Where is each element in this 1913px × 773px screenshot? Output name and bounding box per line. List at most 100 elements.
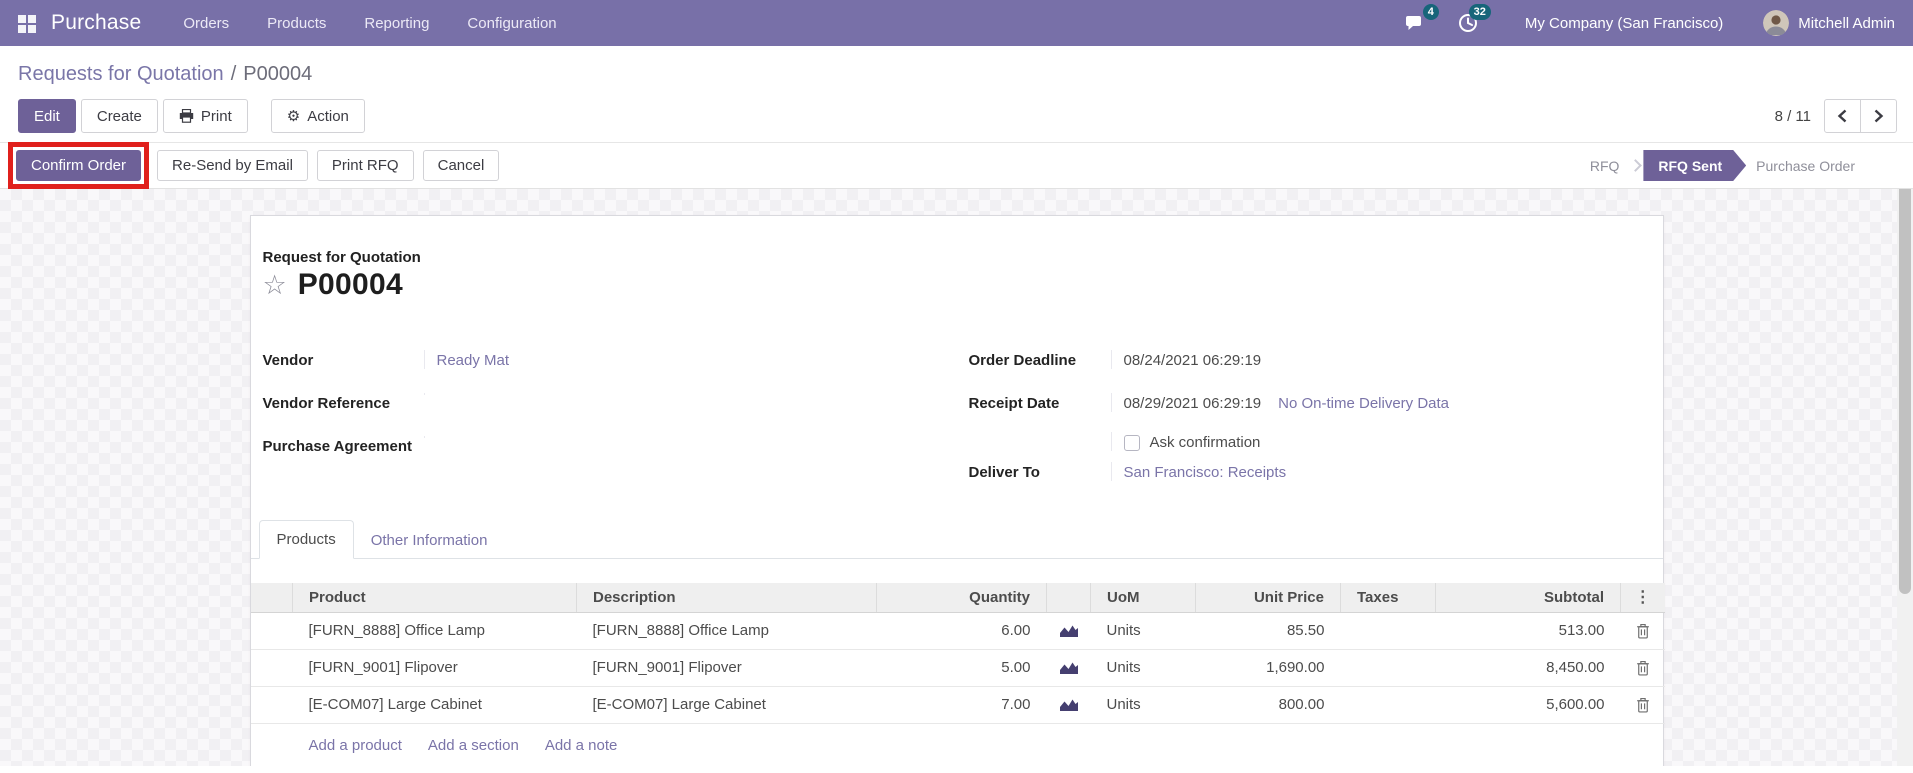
optional-columns-icon[interactable]: ⋮ xyxy=(1634,589,1651,607)
messages-button[interactable]: 4 xyxy=(1403,4,1439,36)
vendor-field: Vendor Ready Mat xyxy=(263,350,945,393)
list-footer-links: Add a product Add a section Add a note xyxy=(251,724,1663,754)
company-switcher[interactable]: My Company (San Francisco) xyxy=(1524,14,1724,32)
receipt-date-label: Receipt Date xyxy=(968,395,1060,412)
forecast-chart-icon[interactable] xyxy=(1059,624,1079,638)
tab-other-information[interactable]: Other Information xyxy=(370,532,488,549)
print-button[interactable]: Print xyxy=(162,99,248,133)
status-rfq[interactable]: RFQ xyxy=(1589,157,1620,174)
breadcrumb-parent[interactable]: Requests for Quotation xyxy=(18,63,224,85)
add-section-link[interactable]: Add a section xyxy=(427,736,519,754)
table-row[interactable]: [E-COM07] Large Cabinet [E-COM07] Large … xyxy=(250,686,1665,724)
forecast-chart-icon[interactable] xyxy=(1059,698,1079,712)
on-time-delivery-link[interactable]: No On-time Delivery Data xyxy=(1278,395,1450,412)
description-cell: [FURN_8888] Office Lamp xyxy=(576,612,877,650)
ask-confirmation-field: Ask confirmation xyxy=(969,432,1651,462)
chevron-separator-icon xyxy=(1629,159,1643,172)
unit-price-column-header: Unit Price xyxy=(1195,583,1341,613)
product-cell: [FURN_8888] Office Lamp xyxy=(292,612,577,650)
vendor-reference-value xyxy=(423,393,945,395)
form-statusbar-row: Confirm Order Re-Send by Email Print RFQ… xyxy=(0,142,1913,189)
chat-bubble-icon xyxy=(1406,15,1422,30)
order-deadline-field: Order Deadline 08/24/2021 06:29:19 xyxy=(969,350,1651,393)
scrollbar-thumb[interactable] xyxy=(1899,189,1911,594)
delete-row-icon[interactable] xyxy=(1636,660,1650,676)
navbar-systray: 4 32 My Company (San Francisco) Mitchell… xyxy=(1377,4,1895,36)
add-note-link[interactable]: Add a note xyxy=(544,736,618,754)
receipt-date-field: Receipt Date 08/29/2021 06:29:19 No On-t… xyxy=(969,393,1651,432)
main-menu: Orders Products Reporting Configuration xyxy=(183,15,556,32)
vertical-scrollbar[interactable] xyxy=(1897,189,1913,766)
vendor-label: Vendor xyxy=(262,352,314,369)
deliver-to-label: Deliver To xyxy=(968,464,1040,481)
purchase-agreement-label: Purchase Agreement xyxy=(262,438,413,455)
ask-confirmation-label: Ask confirmation xyxy=(1149,434,1261,451)
uom-column-header: UoM xyxy=(1090,583,1196,613)
action-button[interactable]: ⚙ Action xyxy=(270,99,365,133)
deliver-to-field: Deliver To San Francisco: Receipts xyxy=(969,462,1651,492)
title-block: Request for Quotation ☆ P00004 xyxy=(251,216,1663,302)
chevron-right-icon xyxy=(1874,109,1884,123)
purchase-agreement-value xyxy=(423,436,945,438)
menu-products[interactable]: Products xyxy=(267,14,327,32)
tab-products[interactable]: Products xyxy=(258,520,354,559)
user-menu[interactable]: Mitchell Admin xyxy=(1798,14,1895,32)
cancel-button[interactable]: Cancel xyxy=(422,150,500,181)
app-name[interactable]: Purchase xyxy=(51,11,142,34)
order-lines-table: Product Description Quantity UoM Unit Pr… xyxy=(250,583,1665,724)
menu-configuration[interactable]: Configuration xyxy=(467,14,557,32)
table-row[interactable]: [FURN_8888] Office Lamp [FURN_8888] Offi… xyxy=(250,612,1665,650)
delete-row-icon[interactable] xyxy=(1636,623,1650,639)
handle-column-header xyxy=(250,583,293,613)
confirm-order-button[interactable]: Confirm Order xyxy=(16,150,142,181)
pager-previous-button[interactable] xyxy=(1824,99,1861,133)
print-rfq-button[interactable]: Print RFQ xyxy=(316,150,414,181)
highlight-box: Confirm Order xyxy=(8,142,150,189)
create-button[interactable]: Create xyxy=(80,99,158,133)
chevron-left-icon xyxy=(1837,109,1847,123)
vendor-value[interactable]: Ready Mat xyxy=(436,352,510,369)
deliver-to-value[interactable]: San Francisco: Receipts xyxy=(1123,464,1287,481)
vendor-reference-field: Vendor Reference xyxy=(263,393,945,436)
edit-button[interactable]: Edit xyxy=(18,99,76,133)
favorite-star-icon[interactable]: ☆ xyxy=(262,269,287,300)
taxes-cell xyxy=(1340,612,1436,650)
pager xyxy=(1824,99,1897,133)
control-panel-buttons: Edit Create Print ⚙ Action 8 / 11 xyxy=(0,90,1913,142)
printer-icon xyxy=(179,109,194,123)
table-row[interactable]: [FURN_9001] Flipover [FURN_9001] Flipove… xyxy=(250,649,1665,687)
menu-reporting[interactable]: Reporting xyxy=(364,14,430,32)
description-cell: [E-COM07] Large Cabinet xyxy=(576,686,877,724)
pager-next-button[interactable] xyxy=(1860,99,1897,133)
uom-cell: Units xyxy=(1090,686,1196,724)
delete-row-icon[interactable] xyxy=(1636,697,1650,713)
left-field-group: Vendor Ready Mat Vendor Reference Purcha… xyxy=(251,350,957,492)
product-column-header: Product xyxy=(292,583,577,613)
add-product-link[interactable]: Add a product xyxy=(308,736,402,754)
resend-email-button[interactable]: Re-Send by Email xyxy=(157,150,308,181)
quantity-cell: 5.00 xyxy=(876,649,1047,687)
quantity-column-header: Quantity xyxy=(876,583,1047,613)
apps-menu-icon[interactable] xyxy=(18,14,36,33)
menu-orders[interactable]: Orders xyxy=(183,14,230,32)
unit-price-cell: 85.50 xyxy=(1195,612,1341,650)
subtotal-cell: 8,450.00 xyxy=(1435,649,1621,687)
avatar[interactable] xyxy=(1763,10,1790,36)
ask-confirmation-checkbox[interactable] xyxy=(1123,434,1140,451)
print-button-label: Print xyxy=(200,107,232,125)
quantity-cell: 7.00 xyxy=(876,686,1047,724)
user-photo xyxy=(1763,10,1790,36)
activities-button[interactable]: 32 xyxy=(1455,4,1491,36)
subtotal-column-header: Subtotal xyxy=(1435,583,1621,613)
row-handle xyxy=(250,612,293,650)
status-rfq-sent[interactable]: RFQ Sent xyxy=(1643,150,1746,181)
status-purchase-order[interactable]: Purchase Order xyxy=(1756,157,1855,174)
form-view-container: Request for Quotation ☆ P00004 Vendor Re… xyxy=(0,189,1913,766)
breadcrumb: Requests for Quotation / P00004 xyxy=(0,46,1913,90)
row-handle xyxy=(250,686,293,724)
breadcrumb-separator: / xyxy=(230,63,237,85)
forecast-chart-icon[interactable] xyxy=(1059,661,1079,675)
subtotal-cell: 513.00 xyxy=(1435,612,1621,650)
subtotal-cell: 5,600.00 xyxy=(1435,686,1621,724)
product-cell: [FURN_9001] Flipover xyxy=(292,649,577,687)
